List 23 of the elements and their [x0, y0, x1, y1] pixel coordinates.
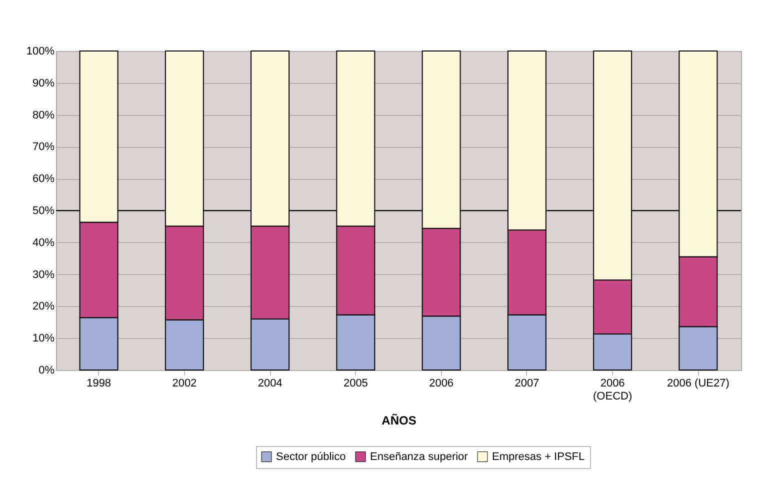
y-tick-label: 90% [32, 77, 55, 90]
y-tick-label: 30% [32, 268, 55, 281]
legend-label: Empresas + IPSFL [492, 450, 585, 463]
legend-label: Enseñanza superior [370, 450, 468, 463]
y-tick-label: 50% [32, 205, 55, 217]
x-axis-title: AÑOS [382, 414, 416, 428]
x-tick-label: 2006 (OECD) [593, 378, 632, 402]
x-tick-label: 2004 [258, 378, 282, 390]
y-tick-label: 20% [32, 300, 55, 313]
y-tick-label: 80% [32, 109, 55, 122]
y-tick-label: 0% [38, 364, 55, 376]
x-tick-label: 2006 (UE27) [667, 378, 730, 390]
x-tick-label: 2002 [172, 378, 197, 390]
x-tick-label: 2005 [343, 378, 368, 390]
y-tick-label: 60% [32, 173, 55, 186]
y-tick-label: 70% [32, 141, 55, 154]
y-tick-label: 40% [32, 236, 55, 249]
x-tick-label: 1998 [86, 378, 112, 390]
y-tick-label: 100% [26, 46, 55, 58]
y-tick-label: 10% [32, 332, 55, 345]
x-tick-label: 2007 [514, 378, 540, 390]
x-tick-label: 2006 [429, 378, 454, 390]
legend-label: Sector público [276, 450, 346, 463]
